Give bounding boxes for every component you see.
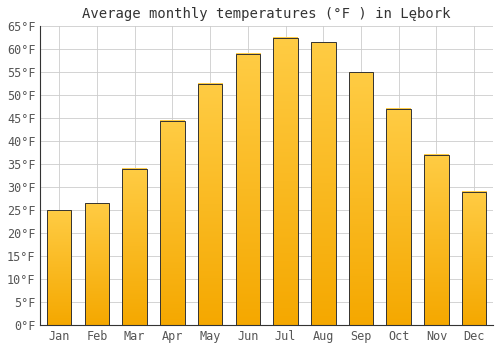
Bar	[84, 203, 109, 325]
Bar	[274, 38, 298, 325]
Bar	[348, 72, 374, 325]
Bar	[386, 109, 411, 325]
Bar	[160, 120, 184, 325]
Bar	[462, 192, 486, 325]
Bar	[311, 42, 336, 325]
Bar	[47, 210, 72, 325]
Bar	[424, 155, 448, 325]
Bar	[122, 169, 147, 325]
Bar	[198, 84, 222, 325]
Bar	[236, 54, 260, 325]
Title: Average monthly temperatures (°F ) in Lębork: Average monthly temperatures (°F ) in Lę…	[82, 7, 451, 21]
